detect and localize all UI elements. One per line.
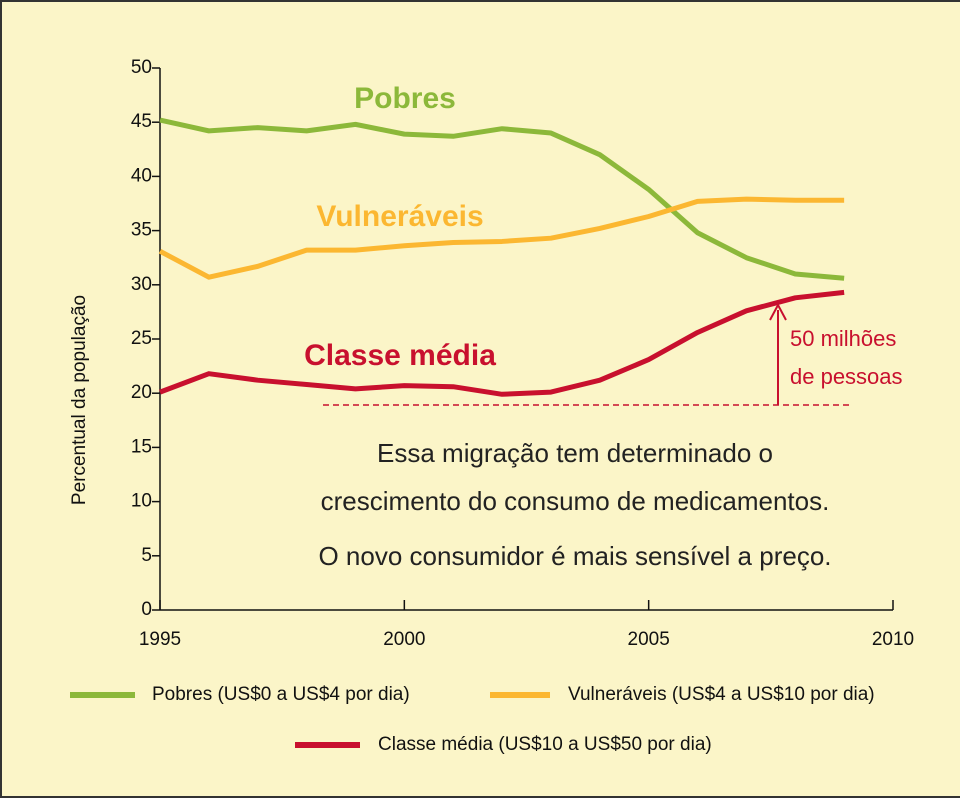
x-tick-label: 2000 — [383, 629, 425, 650]
x-tick-label: 1995 — [139, 629, 181, 650]
y-tick-label: 10 — [131, 491, 152, 512]
annotation: de pessoas — [790, 364, 903, 389]
annotation: O novo consumidor é mais sensível a preç… — [318, 541, 831, 571]
legend-label: Vulneráveis (US$4 a US$10 por dia) — [568, 684, 875, 705]
annotation: 50 milhões — [790, 326, 896, 351]
y-axis-label: Percentual da população — [69, 295, 90, 505]
legend-label: Classe média (US$10 a US$50 por dia) — [378, 734, 712, 755]
annotation: Essa migração tem determinado o — [377, 438, 773, 468]
series-line — [158, 196, 845, 280]
y-tick-label: 35 — [131, 220, 152, 241]
x-tick-label: 2010 — [872, 629, 914, 650]
y-tick-label: 40 — [131, 165, 152, 186]
annotation: Pobres — [354, 82, 456, 115]
legend-label: Pobres (US$0 a US$4 por dia) — [152, 684, 410, 705]
y-tick-label: 30 — [131, 274, 152, 295]
y-tick-label: 5 — [141, 545, 152, 566]
y-tick-label: 25 — [131, 328, 152, 349]
arrow-head — [769, 302, 787, 321]
y-tick-label: 0 — [141, 599, 152, 620]
annotation: Classe média — [304, 339, 496, 372]
y-tick-label: 50 — [131, 57, 152, 78]
x-tick-label: 2005 — [628, 629, 670, 650]
y-tick-label: 45 — [131, 111, 152, 132]
annotation: Vulneráveis — [316, 200, 483, 233]
y-tick-label: 15 — [131, 436, 152, 457]
series-line — [159, 289, 845, 397]
y-tick-label: 20 — [131, 382, 152, 403]
series-line — [159, 117, 845, 281]
annotation: crescimento do consumo de medicamentos. — [321, 486, 830, 516]
